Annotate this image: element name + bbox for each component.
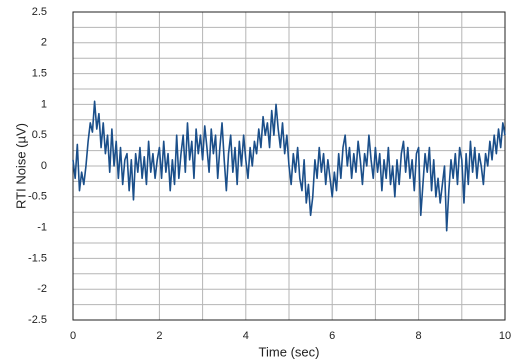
y-tick-label: 2 (41, 37, 47, 49)
y-axis-label: RTI Noise (µV) (13, 123, 28, 209)
y-tick-label: -1.5 (28, 252, 47, 264)
y-tick-label: 1.5 (32, 68, 47, 80)
y-tick-label: -2 (37, 283, 47, 295)
x-tick-label: 0 (70, 330, 76, 342)
noise-line (72, 100, 506, 232)
y-tick-label: -2.5 (28, 314, 47, 326)
y-tick-label: -1 (37, 222, 47, 234)
x-tick-label: 4 (243, 330, 249, 342)
x-tick-label: 2 (156, 330, 162, 342)
y-tick-label: 2.5 (32, 6, 47, 18)
y-tick-label: -0.5 (28, 191, 47, 203)
y-tick-label: 0.5 (32, 129, 47, 141)
y-tick-label: 0 (41, 160, 47, 172)
x-tick-label: 10 (499, 330, 511, 342)
x-axis-label: Time (sec) (259, 344, 320, 359)
x-tick-label: 6 (329, 330, 335, 342)
y-tick-label: 1 (41, 98, 47, 110)
x-tick-label: 8 (416, 330, 422, 342)
